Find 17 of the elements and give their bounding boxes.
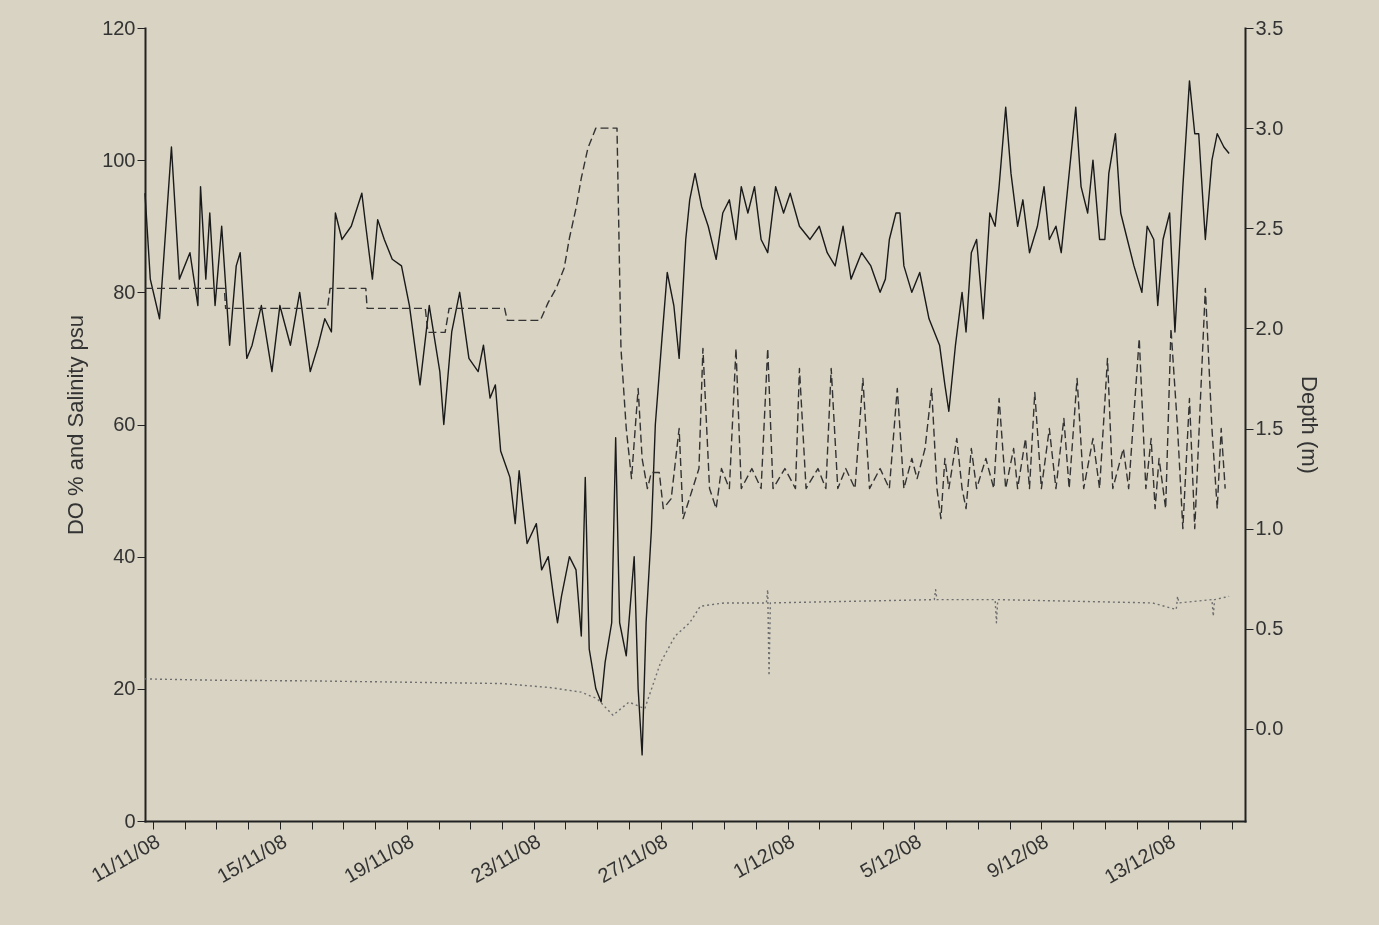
y2-tick-label: 0.0 [1255,717,1284,740]
y-tick-label: 40 [113,545,136,568]
y2-tick-label: 1.5 [1255,417,1284,440]
y2-tick-label: 3.5 [1255,16,1284,39]
y2-tick-label: 2.5 [1255,216,1284,239]
y-tick-label: 20 [113,677,136,700]
y-tick-label: 0 [124,809,136,832]
y-tick-label: 100 [102,148,136,171]
y2-tick-label: 1.0 [1255,517,1284,540]
y2-tick-label: 0.5 [1255,617,1284,640]
y2-tick-label: 3.0 [1255,116,1284,139]
y2-axis-title: Depth (m) [1297,376,1323,474]
y-axis-title: DO % and Salinity psu [63,314,89,536]
y2-tick-label: 2.0 [1255,316,1284,339]
y-tick-label: 120 [102,16,136,39]
y-tick-label: 80 [113,280,136,303]
y-tick-label: 60 [113,413,136,435]
